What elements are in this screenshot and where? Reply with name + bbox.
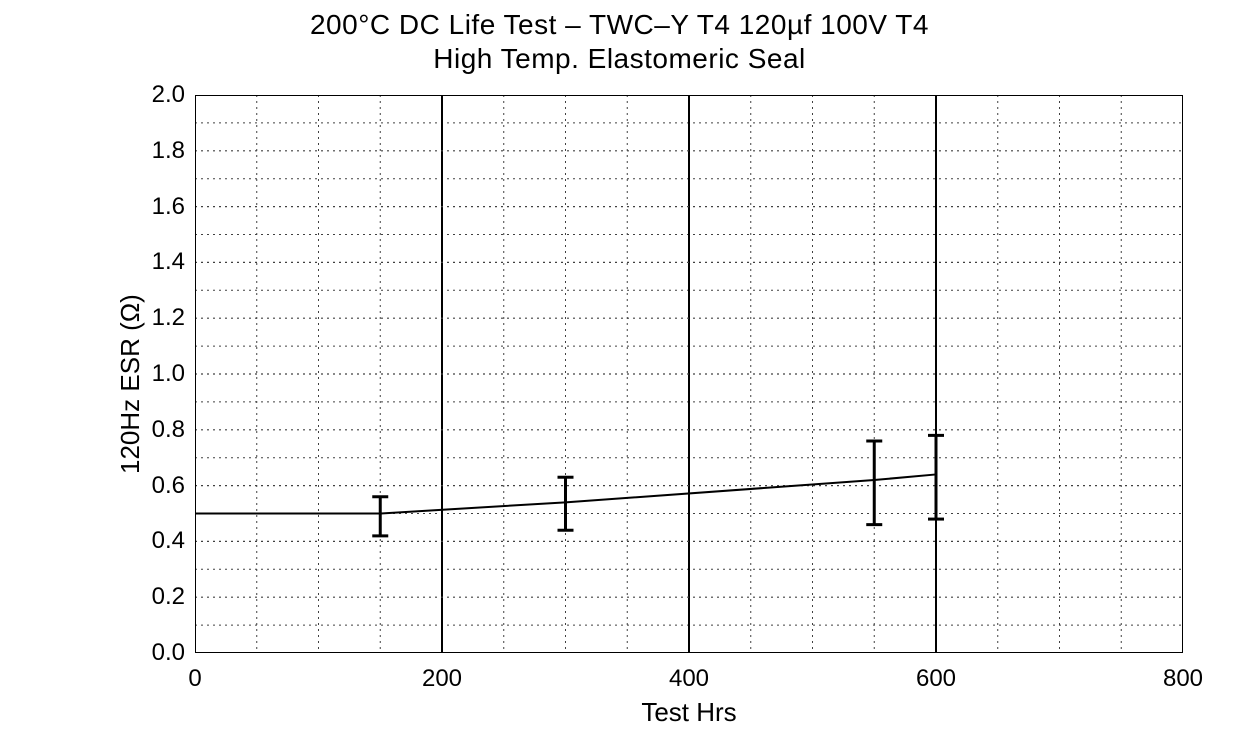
chart-container: 200°C DC Life Test – TWC–Y T4 120µf 100V… [0,0,1239,756]
y-tick-label: 1.6 [137,193,185,221]
y-tick-label: 0.4 [137,527,185,555]
x-tick-label: 200 [412,665,472,693]
x-tick-label: 0 [165,665,225,693]
x-tick-label: 400 [659,665,719,693]
chart-title-line1: 200°C DC Life Test – TWC–Y T4 120µf 100V… [0,8,1239,42]
y-tick-label: 2.0 [137,81,185,109]
chart-title: 200°C DC Life Test – TWC–Y T4 120µf 100V… [0,8,1239,75]
x-tick-label: 600 [906,665,966,693]
y-tick-label: 1.0 [137,360,185,388]
x-axis-label: Test Hrs [195,697,1183,728]
y-tick-label: 0.0 [137,639,185,667]
y-tick-label: 1.4 [137,248,185,276]
plot-area [195,95,1183,653]
chart-title-line2: High Temp. Elastomeric Seal [0,42,1239,76]
y-tick-label: 0.6 [137,472,185,500]
y-tick-label: 1.2 [137,304,185,332]
y-tick-label: 0.2 [137,583,185,611]
x-tick-label: 800 [1153,665,1213,693]
y-tick-label: 0.8 [137,416,185,444]
chart-svg [195,95,1183,653]
y-tick-label: 1.8 [137,137,185,165]
